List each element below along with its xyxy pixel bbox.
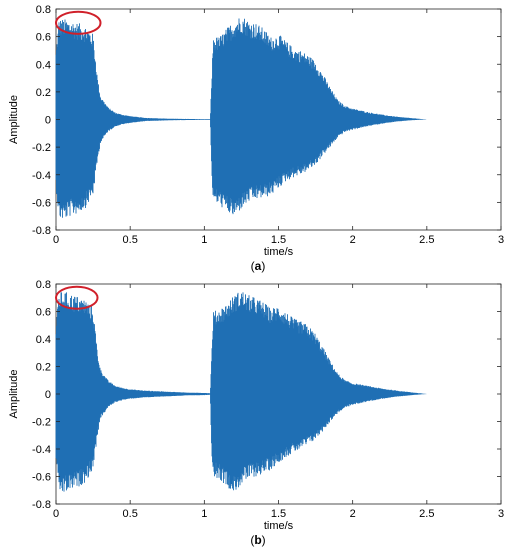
panel-b-y-tick-label: 0.4 [36,334,51,346]
panel-b-y-tick-label: -0.6 [32,472,51,484]
panel-b-x-tick-label: 2.5 [419,508,434,520]
panel-a-x-tick-label: 0.5 [123,234,138,246]
panel-b-y-tick-label: 0 [45,389,51,401]
panel-b-y-axis-label: Amplitude [8,370,20,419]
panel-a-x-tick-label: 1.5 [271,234,286,246]
panel-a-annotation [55,10,102,35]
panel-a-y-axis-label: Amplitude [8,95,20,144]
panel-a-label: (a) [251,259,266,273]
panel-a-x-tick-label: 2.5 [419,234,434,246]
panel-a-y-tick-label: 0.2 [36,87,51,99]
panel-a-letter: a [255,259,262,273]
panel-a-y-tick-label: 0.6 [36,32,51,44]
panel-a-y-tick-label: -0.6 [32,197,51,209]
panel-a-y-tick-label: -0.4 [32,170,51,182]
panel-b-letter: b [254,533,261,547]
panel-b-x-tick-label: 3 [498,508,504,520]
panel-a-x-tick-label: 0 [53,234,59,246]
panel-a: 0 0.5 1 1.5 2 2.5 3 0.8 0.6 0.4 0.2 0 -0.2 -0.4 -0.6 -… [8,4,504,273]
panel-a-y-axis: 0.8 0.6 0.4 0.2 0 -0.2 -0.4 -0.6 -0.8 [32,4,501,237]
panel-b-y-tick-label: -0.2 [32,417,51,429]
panel-a-waveform [55,18,427,218]
panel-a-y-tick-label: 0.8 [36,4,51,16]
panel-b-x-axis: 0 0.5 1 1.5 2 2.5 3 [53,284,504,520]
panel-b-y-axis: 0.8 0.6 0.4 0.2 0 -0.2 -0.4 -0.6 -0.8 [32,279,501,511]
panel-a-x-axis: 0 0.5 1 1.5 2 2.5 3 [53,9,504,246]
panel-a-x-tick-label: 3 [498,234,504,246]
panel-a-x-axis-label: time/s [264,246,294,258]
panel-b-highlight-ellipse [55,285,99,310]
panel-b-x-tick-label: 1.5 [271,508,286,520]
panel-b-y-tick-label: 0.2 [36,362,51,374]
panel-a-y-tick-label: -0.8 [32,225,51,237]
panel-b-annotation [55,285,99,310]
panel-b-waveform [55,292,427,492]
panel-a-x-tick-label: 2 [350,234,356,246]
panel-b-waveform-line [55,292,427,492]
panel-b-x-tick-label: 1 [201,508,207,520]
panel-a-y-tick-label: -0.2 [32,142,51,154]
panel-b-y-tick-label: -0.4 [32,444,51,456]
panel-b-y-tick-label: 0.6 [36,307,51,319]
panel-b-x-axis-label: time/s [264,520,294,532]
panel-a-x-tick-label: 1 [201,234,207,246]
panel-a-y-tick-label: 0 [45,115,51,127]
panel-b: 0 0.5 1 1.5 2 2.5 3 0.8 0.6 0.4 0.2 0 -0.2 -0.4 -0.6 -… [8,279,504,547]
panel-b-y-tick-label: -0.8 [32,499,51,511]
panel-b-x-tick-label: 0.5 [123,508,138,520]
panel-b-y-tick-label: 0.8 [36,279,51,291]
panel-a-highlight-ellipse [55,10,102,35]
panel-b-label: (b) [250,533,265,547]
panel-b-x-tick-label: 0 [53,508,59,520]
panel-b-x-tick-label: 2 [350,508,356,520]
panel-a-waveform-line [55,18,427,218]
panel-a-y-tick-label: 0.4 [36,59,51,71]
